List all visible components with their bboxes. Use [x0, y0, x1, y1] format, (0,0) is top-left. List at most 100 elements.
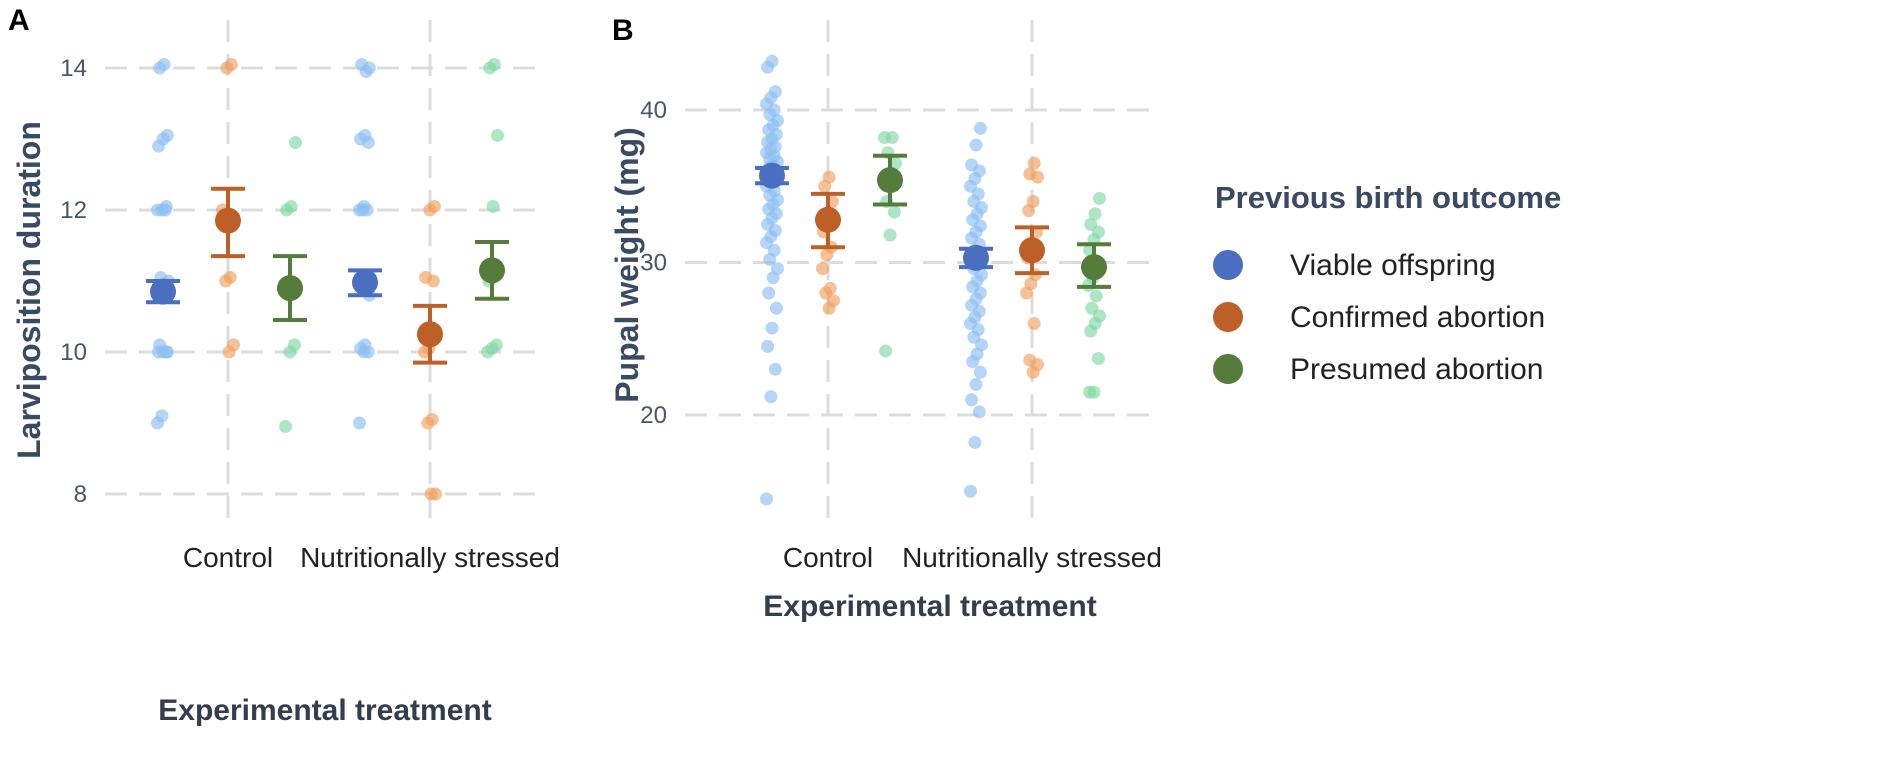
- legend-label-confirmed: Confirmed abortion: [1290, 301, 1545, 334]
- panel-b-point-confirmed: [1023, 167, 1037, 181]
- panel-a-point-viable: [155, 409, 169, 423]
- panel-a-point-presumed: [491, 128, 504, 142]
- panel-b-point-viable: [760, 492, 773, 506]
- panel-b-point-viable: [765, 321, 779, 335]
- panel-a-point-viable: [358, 128, 372, 142]
- panel-a-point-viable: [358, 338, 372, 352]
- panel-b-point-viable: [964, 484, 977, 498]
- panel-a-point-viable: [359, 65, 373, 79]
- panel-a-x-axis-title: Experimental treatment: [158, 694, 491, 727]
- panel-a-point-confirmed: [429, 487, 442, 501]
- panel-b-x-tick-label: Nutritionally stressed: [902, 542, 1162, 573]
- panel-a-point-viable: [160, 128, 174, 142]
- panel-b-mean-viable: [759, 162, 785, 189]
- panel-b-point-confirmed: [1026, 195, 1040, 208]
- panel-b-point-viable: [769, 301, 783, 315]
- panel-a-mean-confirmed: [215, 207, 241, 234]
- panel-b-point-confirmed: [822, 170, 836, 184]
- panel-a-point-viable: [357, 199, 371, 213]
- panel-b-point-viable: [771, 262, 784, 276]
- panel-b-mean-presumed: [1081, 254, 1107, 281]
- panel-a-point-confirmed: [427, 199, 441, 213]
- panel-a-mean-presumed: [479, 257, 505, 284]
- panel-b-point-viable: [768, 85, 782, 99]
- panel-b-point-viable: [764, 390, 778, 404]
- panel-a-label: A: [8, 4, 30, 37]
- panel-b-point-presumed: [1085, 301, 1099, 315]
- panel-b-point-presumed: [1091, 352, 1105, 366]
- panel-a-point-confirmed: [223, 270, 237, 284]
- panel-b-point-viable: [969, 138, 983, 152]
- panel-b-point-presumed: [1093, 191, 1106, 205]
- panel-b-point-viable: [768, 362, 782, 376]
- legend-swatch-viable: [1213, 250, 1243, 280]
- panel-a-point-viable: [153, 338, 167, 352]
- legend-title: Previous birth outcome: [1215, 180, 1561, 215]
- panel-b-point-viable: [968, 435, 982, 449]
- panel-b-point-viable: [969, 378, 983, 391]
- panel-a-point-confirmed: [227, 338, 240, 352]
- panel-a-y-tick-label: 12: [60, 197, 87, 224]
- panel-b-point-viable: [761, 339, 775, 353]
- panel-b-mean-confirmed: [1019, 237, 1045, 264]
- panel-b-point-viable: [965, 393, 979, 407]
- panel-a-mean-confirmed: [417, 321, 443, 348]
- panel-a-mean-viable: [150, 278, 176, 305]
- panel-a-point-confirmed: [425, 412, 439, 426]
- panel-a-point-presumed: [487, 57, 501, 71]
- panel-b-point-presumed: [1087, 385, 1101, 399]
- panel-a-x-tick-label: Control: [183, 542, 273, 573]
- panel-a-point-presumed: [284, 199, 298, 213]
- legend-label-viable: Viable offspring: [1290, 249, 1496, 282]
- panel-a-plot: 8 10 12 14 Control Nutritionally stressed: [60, 20, 560, 573]
- panel-b-point-presumed: [883, 228, 897, 242]
- panel-b-point-viable: [973, 121, 987, 135]
- panel-a-point-presumed: [489, 338, 503, 352]
- panel-b-point-presumed: [1088, 207, 1102, 221]
- panel-b-x-axis-title: Experimental treatment: [763, 590, 1096, 623]
- panel-b-point-presumed: [878, 130, 891, 144]
- panel-b-point-viable: [965, 158, 979, 172]
- panel-b-mean-confirmed: [815, 206, 841, 233]
- panel-a-y-axis-title: Larviposition duration: [11, 121, 47, 459]
- panel-b-point-confirmed: [1027, 156, 1041, 170]
- panel-b-mean-viable: [963, 244, 989, 271]
- panel-b-y-tick-label: 20: [640, 402, 667, 429]
- panel-b-point-presumed: [1084, 217, 1098, 231]
- panel-b-point-presumed: [889, 156, 902, 170]
- panel-b-point-presumed: [1089, 289, 1103, 303]
- panel-b-point-viable: [765, 54, 779, 68]
- panel-b-y-axis-title: Pupal weight (mg): [609, 127, 645, 403]
- panel-a-point-presumed: [289, 136, 302, 150]
- panel-b-point-confirmed: [1023, 353, 1037, 367]
- panel-b-point-confirmed: [816, 262, 829, 276]
- panel-a-mean-presumed: [277, 275, 303, 302]
- panel-a-point-viable: [159, 199, 173, 213]
- panel-a-point-confirmed: [224, 57, 238, 71]
- panel-b-y-tick-label: 40: [640, 97, 667, 124]
- panel-a-y-tick-label: 10: [60, 339, 87, 366]
- panel-a-point-presumed: [287, 338, 301, 352]
- panel-a-point-confirmed: [419, 270, 433, 284]
- panel-a-point-viable: [353, 416, 366, 430]
- panel-b-y-tick-label: 30: [640, 250, 667, 277]
- panel-b-point-viable: [973, 365, 987, 379]
- panel-b-point-viable: [972, 405, 986, 419]
- panel-b-point-viable: [762, 286, 776, 300]
- panel-a-y-tick-label: 8: [74, 481, 87, 508]
- panel-a-x-tick-label: Nutritionally stressed: [300, 542, 560, 573]
- panel-b-point-presumed: [887, 205, 901, 219]
- panel-b-point-confirmed: [823, 281, 837, 295]
- legend-swatch-confirmed: [1213, 302, 1243, 332]
- panel-b-label: B: [612, 14, 634, 47]
- panel-a-point-viable: [157, 57, 171, 71]
- panel-a-point-presumed: [486, 199, 500, 213]
- panel-a-y-tick-label: 14: [60, 55, 87, 82]
- panel-b-point-confirmed: [1027, 317, 1041, 330]
- panel-a-mean-viable: [352, 269, 378, 296]
- panel-b-plot: 20 30 40 Control Nutritionally stressed: [640, 20, 1162, 573]
- legend-label-presumed: Presumed abortion: [1290, 353, 1543, 386]
- panel-b-point-presumed: [879, 344, 893, 358]
- panel-b-mean-presumed: [877, 167, 903, 194]
